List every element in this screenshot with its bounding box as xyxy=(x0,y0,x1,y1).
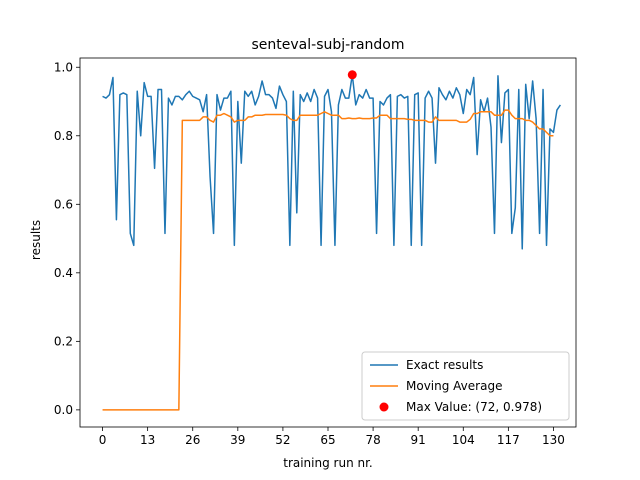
x-axis-label: training run nr. xyxy=(283,456,373,470)
y-tick-label: 0.0 xyxy=(54,403,73,417)
plot-area xyxy=(102,70,562,411)
legend-entry-moving-average: Moving Average xyxy=(406,379,502,393)
legend-box xyxy=(361,351,570,421)
x-axis: 0 13 26 39 52 65 78 91 104 117 130 xyxy=(99,427,565,447)
max-value-point xyxy=(347,70,357,80)
legend-entry-max-value: Max Value: (72, 0.978) xyxy=(406,400,542,414)
exact-results-line xyxy=(102,74,562,250)
y-tick-label: 0.6 xyxy=(54,197,73,211)
x-tick-label: 130 xyxy=(542,433,565,447)
y-tick-label: 0.2 xyxy=(54,334,73,348)
y-tick-label: 1.0 xyxy=(54,60,73,74)
x-tick-label: 52 xyxy=(275,433,290,447)
y-tick-label: 0.4 xyxy=(54,266,73,280)
x-tick-label: 13 xyxy=(140,433,155,447)
x-tick-label: 78 xyxy=(365,433,380,447)
legend-entry-exact-results: Exact results xyxy=(406,358,483,372)
x-tick-label: 117 xyxy=(497,433,520,447)
x-tick-label: 26 xyxy=(185,433,200,447)
y-tick-label: 0.8 xyxy=(54,129,73,143)
legend: Exact results Moving Average Max Value: (7… xyxy=(361,351,570,421)
x-tick-label: 104 xyxy=(452,433,475,447)
x-tick-label: 39 xyxy=(230,433,245,447)
moving-average-line xyxy=(102,109,554,411)
x-tick-label: 65 xyxy=(320,433,335,447)
y-axis-label: results xyxy=(29,220,43,260)
legend-entry-max-value-swatch xyxy=(379,402,389,412)
y-axis: 0.0 0.2 0.4 0.6 0.8 1.0 xyxy=(54,60,80,417)
x-tick-label: 91 xyxy=(411,433,426,447)
chart-title: senteval-subj-random xyxy=(252,37,405,53)
x-tick-label: 0 xyxy=(99,433,107,447)
